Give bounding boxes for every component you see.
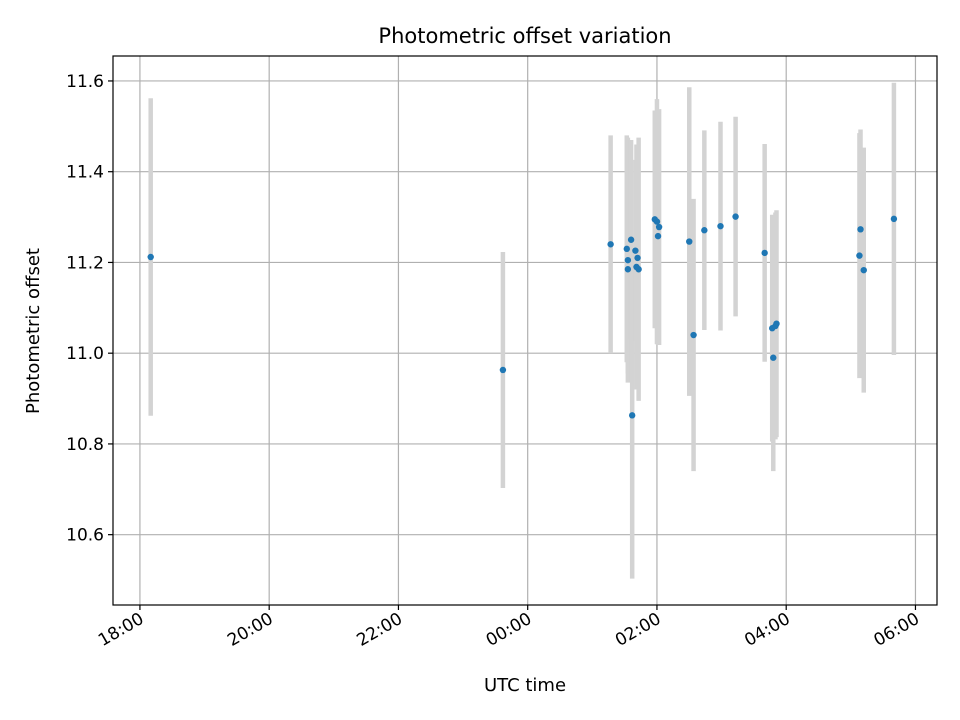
data-point [653, 218, 661, 225]
data-point [857, 226, 864, 233]
data-point [628, 412, 636, 419]
data-point [856, 252, 863, 259]
data-point [627, 236, 635, 243]
data-point [860, 266, 867, 274]
data-point [654, 232, 662, 240]
y-tick-label: 10.8 [66, 435, 104, 455]
data-point [607, 241, 614, 248]
data-point [690, 331, 697, 339]
data-point [632, 247, 639, 254]
data-point [890, 215, 898, 223]
data-point [686, 238, 693, 245]
y-tick-label: 11.0 [66, 344, 104, 364]
data-point [770, 354, 777, 361]
y-tick-label: 11.2 [66, 253, 104, 273]
y-axis-label: Photometric offset [23, 248, 44, 414]
x-axis-label: UTC time [484, 675, 566, 696]
data-point [634, 254, 641, 262]
point-layer [147, 213, 898, 419]
data-point [732, 213, 739, 220]
data-point [773, 320, 780, 327]
y-tick-label: 11.6 [66, 72, 104, 92]
data-point [701, 227, 708, 234]
data-point [655, 223, 663, 231]
data-point [624, 266, 632, 273]
y-tick-label: 11.4 [66, 163, 104, 183]
data-point [147, 253, 154, 261]
data-point [761, 249, 768, 257]
data-point [624, 256, 632, 264]
data-point [717, 222, 724, 230]
data-point [635, 266, 642, 273]
y-tick-label: 10.6 [66, 526, 104, 546]
data-point [623, 245, 630, 253]
plot-frame [112, 55, 938, 606]
data-point [499, 366, 507, 374]
chart-title: Photometric offset variation [378, 24, 671, 48]
